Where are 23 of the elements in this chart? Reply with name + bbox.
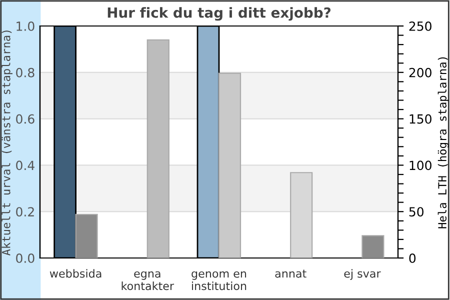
x-tick-label: ej svar (344, 269, 381, 280)
x-tick-label: genom en institution (192, 271, 246, 290)
y-tick-label: 0.8 (16, 68, 34, 78)
x-tick-label: egna kontakter (122, 271, 174, 290)
x-tick-label: annat (275, 270, 306, 278)
y2-tick-label: 50 (409, 207, 424, 217)
y-tick-label: 0.0 (16, 253, 34, 263)
y-tick-label: 1.0 (16, 21, 34, 31)
chart-title: Hur fick du tag i ditt exjobb? (108, 7, 330, 21)
y2-tick-label: 250 (409, 21, 432, 31)
x-tick-label: webbsida (50, 269, 102, 278)
y2-axis-title: Hela LTH (högra staplarna) (438, 57, 449, 228)
y-axis-title: Aktuellt urval (vänstra staplarna) (2, 30, 12, 256)
y2-tick-label: 200 (409, 68, 432, 78)
y-tick-label: 0.6 (16, 114, 34, 124)
y2-tick-label: 150 (410, 114, 432, 124)
y-tick-label: 0.2 (16, 207, 34, 217)
y2-tick-label: 0 (409, 253, 416, 263)
y-tick-label: 0.4 (16, 160, 34, 170)
bar (146, 39, 170, 258)
bar (362, 235, 384, 258)
bar (75, 214, 98, 258)
y2-tick-label: 100 (410, 160, 432, 170)
